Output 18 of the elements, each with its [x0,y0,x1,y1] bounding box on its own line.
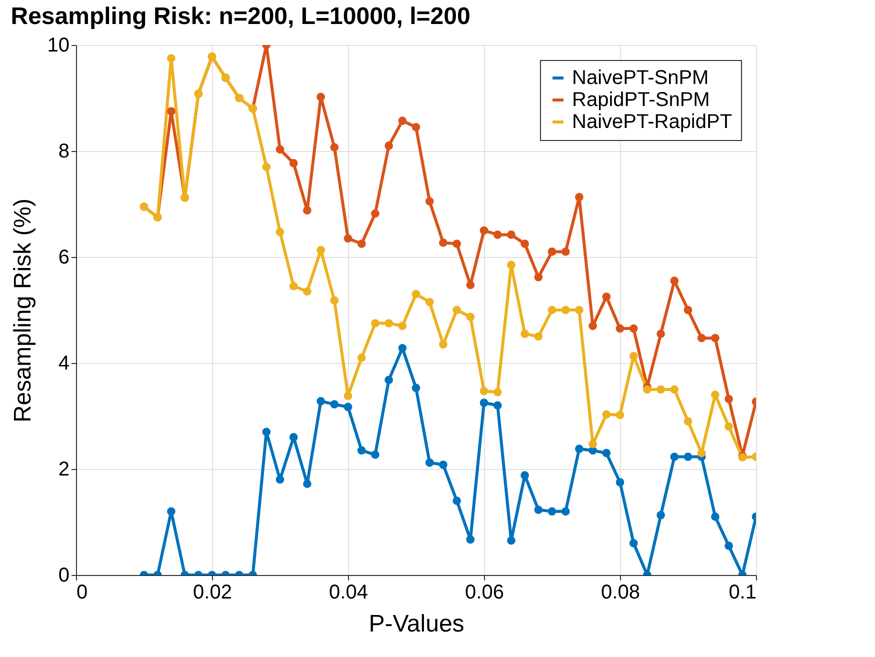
x-tick-label: 0.08 [601,582,640,604]
y-tick-label: 4 [58,352,70,374]
y-tick-label: 0 [58,564,70,586]
y-tick-label: 2 [58,458,70,480]
x-tick-label: 0.04 [329,582,368,604]
y-axis-title: Resampling Risk (%) [9,198,36,423]
x-tick-label: 0.06 [465,582,504,604]
legend-label: RapidPT-SnPM [572,89,710,111]
y-tick-label: 6 [58,246,70,268]
y-tick-label: 8 [58,140,70,162]
legend-label: NaivePT-RapidPT [572,111,732,133]
legend-label: NaivePT-SnPM [572,67,709,89]
x-axis-title: P-Values [368,610,464,638]
x-tick-label: 0 [76,582,88,604]
x-tick-label: 0.1 [728,582,756,604]
y-tick-label: 10 [47,34,70,56]
chart-title: Resampling Risk: n=200, L=10000, l=200 [10,3,470,30]
x-tick-label: 0.02 [193,582,232,604]
